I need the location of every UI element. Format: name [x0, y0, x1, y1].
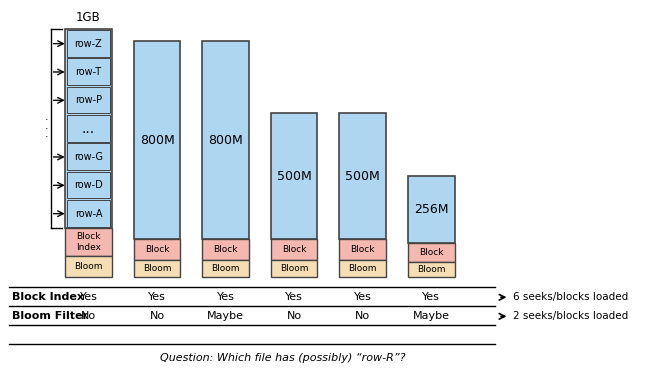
Text: Bloom: Bloom	[417, 265, 445, 274]
Text: 256M: 256M	[414, 203, 449, 216]
Text: Block: Block	[145, 245, 170, 254]
Bar	[271, 239, 318, 260]
Bar	[202, 239, 249, 260]
Bar	[65, 228, 112, 257]
Bar	[67, 143, 110, 170]
Bar	[408, 262, 454, 277]
Bar	[65, 29, 112, 228]
Bar	[271, 113, 318, 239]
Text: row-Z: row-Z	[74, 39, 102, 49]
Text: Bloom: Bloom	[211, 264, 240, 273]
Text: Block: Block	[282, 245, 306, 254]
Text: Yes: Yes	[80, 292, 97, 302]
Bar	[134, 260, 181, 277]
Text: 2 seeks/blocks loaded: 2 seeks/blocks loaded	[512, 311, 628, 321]
Text: Maybe: Maybe	[413, 311, 450, 321]
Text: 6 seeks/blocks loaded: 6 seeks/blocks loaded	[512, 292, 628, 302]
Bar	[134, 41, 181, 239]
Text: Yes: Yes	[148, 292, 166, 302]
Text: Block: Block	[350, 245, 375, 254]
Bar	[202, 41, 249, 239]
Bar	[67, 115, 110, 142]
Text: Block
Index: Block Index	[76, 233, 101, 252]
Text: ·
·
·: · · ·	[44, 115, 48, 142]
Text: row-P: row-P	[75, 95, 102, 105]
Text: row-T: row-T	[76, 67, 102, 77]
Text: 800M: 800M	[208, 134, 243, 147]
Bar	[339, 239, 386, 260]
Text: Bloom: Bloom	[74, 262, 103, 271]
Bar	[271, 260, 318, 277]
Bar	[408, 243, 454, 262]
Text: Yes: Yes	[354, 292, 372, 302]
Text: row-G: row-G	[74, 152, 103, 162]
Bar	[339, 113, 386, 239]
Text: Yes: Yes	[216, 292, 235, 302]
Text: row-A: row-A	[75, 209, 102, 219]
Text: No: No	[355, 311, 370, 321]
Bar	[67, 87, 110, 113]
Text: Bloom: Bloom	[280, 264, 308, 273]
Text: Question: Which file has (possibly) “row-R”?: Question: Which file has (possibly) “row…	[160, 353, 406, 363]
Text: 500M: 500M	[276, 170, 312, 183]
Bar	[134, 239, 181, 260]
Bar	[67, 200, 110, 227]
Text: No: No	[149, 311, 164, 321]
Text: Bloom Filter: Bloom Filter	[12, 311, 88, 321]
Text: Maybe: Maybe	[207, 311, 244, 321]
Text: Yes: Yes	[422, 292, 440, 302]
Text: 1GB: 1GB	[76, 11, 101, 24]
Text: Block: Block	[213, 245, 238, 254]
Text: Yes: Yes	[285, 292, 303, 302]
Text: Bloom: Bloom	[348, 264, 377, 273]
Text: Block: Block	[419, 248, 443, 257]
Text: Bloom: Bloom	[143, 264, 171, 273]
Bar	[202, 260, 249, 277]
Bar	[65, 257, 112, 277]
Text: 800M: 800M	[140, 134, 174, 147]
Text: ...: ...	[82, 122, 95, 136]
Bar	[67, 58, 110, 85]
Bar	[67, 171, 110, 199]
Text: No: No	[81, 311, 96, 321]
Bar	[408, 176, 454, 243]
Bar	[339, 260, 386, 277]
Text: No: No	[286, 311, 302, 321]
Text: row-D: row-D	[74, 180, 103, 190]
Text: Block Index: Block Index	[12, 292, 84, 302]
Bar	[67, 30, 110, 57]
Text: 500M: 500M	[346, 170, 380, 183]
